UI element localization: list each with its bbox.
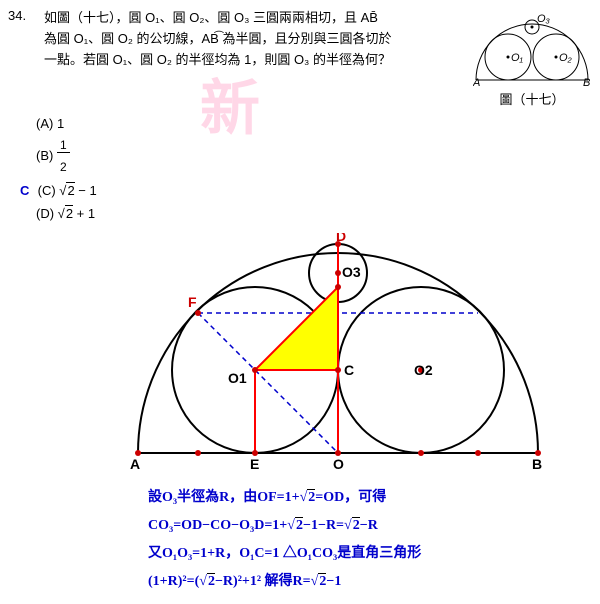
- small-figure-caption: 圖（十七）: [472, 89, 592, 108]
- solution: 設O₃半徑為R，由OF=1+2=OD，可得 CO₃=OD−CO−O₃D=1+2−…: [148, 484, 592, 596]
- sol-line2: CO₃=OD−CO−O₃D=1+2−1−R=2−R: [148, 512, 592, 540]
- svg-text:E: E: [250, 456, 259, 472]
- svg-text:O3: O3: [342, 264, 361, 280]
- label-O1: O₁: [511, 52, 524, 64]
- svg-text:O2: O2: [414, 362, 433, 378]
- svg-text:C: C: [344, 362, 354, 378]
- svg-text:D: D: [336, 233, 346, 244]
- problem-line3: 一點。若圓 O₁、圓 O₂ 的半徑均為 1，則圓 O₃ 的半徑為何？: [44, 50, 464, 71]
- problem-line2: 為圓 O₁、圓 O₂ 的公切線，AB͡ 為半圓，且分別與三圓各切於: [44, 29, 464, 50]
- option-d: (D) 2 + 1: [36, 202, 592, 225]
- label-O3: O₃: [537, 13, 551, 25]
- sol-line3: 又O₁O₃=1+R，O₁C=1 △O₁CO₃是直角三角形: [148, 540, 592, 568]
- label-A: A: [473, 77, 480, 86]
- svg-text:O: O: [333, 456, 344, 472]
- sol-line4: (1+R)²=(2−R)²+1² 解得R=2−1: [148, 568, 592, 596]
- answer-mark: C: [20, 179, 34, 202]
- fraction: 12: [57, 135, 70, 178]
- options: (A) 1 (B) 12 C (C) 2 − 1 (D) 2 + 1: [8, 112, 592, 225]
- svg-text:A: A: [130, 456, 140, 472]
- label-B: B: [583, 77, 590, 86]
- svg-text:B: B: [532, 456, 542, 472]
- small-figure-svg: A B O₁ O₂ O₃: [473, 8, 591, 86]
- svg-text:O1: O1: [228, 370, 247, 386]
- option-b: (B) 12: [36, 135, 592, 178]
- small-figure: A B O₁ O₂ O₃ 圖（十七）: [472, 8, 592, 108]
- problem-number: 34.: [8, 8, 36, 108]
- label-O2: O₂: [559, 52, 573, 64]
- option-c: C (C) 2 − 1: [20, 179, 592, 202]
- problem-block: 34. 如圖（十七），圓 O₁、圓 O₂、圓 O₃ 三圓兩兩相切，且 AB̄ 為…: [8, 8, 592, 108]
- option-a: (A) 1: [36, 112, 592, 135]
- main-diagram: A B E O F D C O1 O2 O3: [128, 233, 592, 476]
- sol-line1: 設O₃半徑為R，由OF=1+2=OD，可得: [148, 484, 592, 512]
- svg-text:F: F: [188, 294, 197, 310]
- problem-line1: 如圖（十七），圓 O₁、圓 O₂、圓 O₃ 三圓兩兩相切，且 AB̄: [44, 8, 464, 29]
- problem-text: 如圖（十七），圓 O₁、圓 O₂、圓 O₃ 三圓兩兩相切，且 AB̄ 為圓 O₁…: [44, 8, 464, 108]
